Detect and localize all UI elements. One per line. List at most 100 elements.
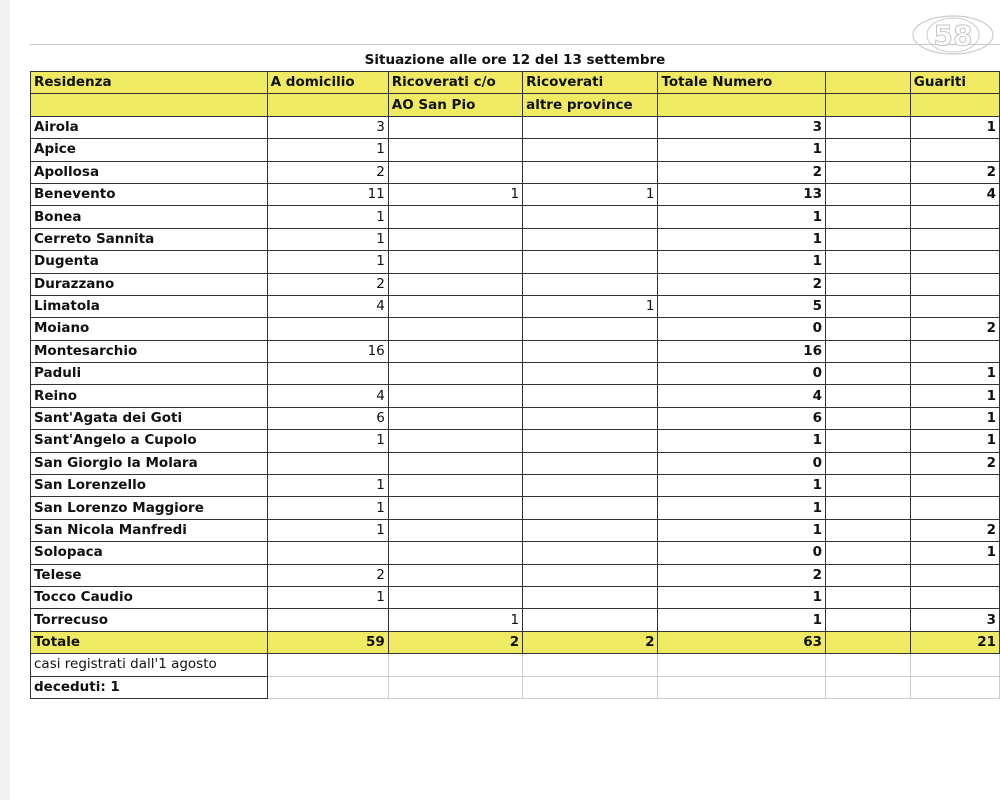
guariti-cell: 1: [909, 541, 1000, 565]
totale-cell: 63: [657, 630, 827, 655]
cell: [266, 93, 389, 117]
guariti-cell: [909, 339, 1000, 364]
covid-cases-table: Situazione alle ore 12 del 13 settembre R…: [30, 50, 1000, 699]
ricoverati-sanpio-cell: [387, 317, 524, 341]
ricoverati-altre-cell: [522, 563, 659, 587]
ricoverati-sanpio-cell: [387, 585, 524, 610]
empty-cell: [522, 675, 659, 699]
domicilio-cell: 2: [266, 563, 389, 587]
table-row: Montesarchio 16 16: [30, 339, 1000, 364]
ricoverati-altre-cell: [522, 272, 659, 296]
table-row: Bonea 1 1: [30, 205, 1000, 229]
domicilio-cell: 1: [266, 585, 389, 610]
ricoverati-sanpio-cell: [387, 541, 524, 565]
table-row: Benevento 11 1 1 13 4: [30, 182, 1000, 207]
empty-cell: [522, 653, 659, 677]
empty-cell: [825, 115, 911, 140]
residenza-cell: Totale: [30, 630, 268, 655]
ricoverati-altre-cell: [522, 317, 659, 341]
residenza-cell: San Lorenzello: [30, 474, 268, 498]
header-row-2: AO San Pio altre province: [30, 93, 1000, 117]
residenza-cell: Bonea: [30, 205, 268, 229]
cell: AO San Pio: [387, 93, 524, 117]
ricoverati-sanpio-cell: [387, 115, 524, 140]
totale-cell: 16: [657, 339, 827, 364]
table-row: San Giorgio la Molara 0 2: [30, 451, 1000, 476]
guariti-cell: [909, 474, 1000, 498]
ricoverati-sanpio-cell: [387, 563, 524, 587]
guariti-cell: 1: [909, 429, 1000, 453]
empty-cell: [825, 250, 911, 274]
residenza-cell: Limatola: [30, 294, 268, 319]
channel-58-logo: 58: [912, 15, 994, 55]
domicilio-cell: 2: [266, 272, 389, 296]
totale-cell: 13: [657, 182, 827, 207]
table-row: Durazzano 2 2: [30, 272, 1000, 296]
totale-cell: 1: [657, 474, 827, 498]
ricoverati-altre-cell: [522, 608, 659, 632]
residenza-cell: Apollosa: [30, 160, 268, 184]
ricoverati-altre-cell: [522, 406, 659, 431]
ricoverati-sanpio-cell: [387, 339, 524, 364]
empty-cell: [266, 653, 389, 677]
empty-cell: [657, 675, 827, 699]
ricoverati-sanpio-cell: [387, 272, 524, 296]
guariti-cell: 2: [909, 518, 1000, 543]
ricoverati-sanpio-cell: 1: [387, 182, 524, 207]
empty-cell: [825, 138, 911, 162]
residenza-cell: Solopaca: [30, 541, 268, 565]
domicilio-cell: [266, 541, 389, 565]
ricoverati-sanpio-cell: 1: [387, 608, 524, 632]
domicilio-cell: 11: [266, 182, 389, 207]
ricoverati-sanpio-cell: [387, 205, 524, 229]
empty-cell: [657, 653, 827, 677]
domicilio-cell: 4: [266, 384, 389, 408]
totale-cell: 2: [657, 272, 827, 296]
residenza-cell: Sant'Angelo a Cupolo: [30, 429, 268, 453]
empty-cell: [825, 518, 911, 543]
ricoverati-sanpio-cell: [387, 384, 524, 408]
cell: Ricoverati: [522, 70, 659, 95]
totale-cell: 1: [657, 138, 827, 162]
totale-cell: 2: [657, 563, 827, 587]
domicilio-cell: [266, 362, 389, 386]
ricoverati-sanpio-cell: [387, 496, 524, 520]
empty-cell: [825, 563, 911, 587]
residenza-cell: Moiano: [30, 317, 268, 341]
empty-cell: [825, 541, 911, 565]
guariti-cell: [909, 250, 1000, 274]
guariti-cell: 2: [909, 317, 1000, 341]
totale-cell: 1: [657, 429, 827, 453]
domicilio-cell: [266, 451, 389, 476]
table-row: Tocco Caudio 1 1: [30, 585, 1000, 610]
footer-note: deceduti: 1: [30, 675, 268, 699]
table-row: Reino 4 4 1: [30, 384, 1000, 408]
residenza-cell: Durazzano: [30, 272, 268, 296]
guariti-cell: 21: [909, 630, 1000, 655]
guariti-cell: 1: [909, 406, 1000, 431]
totale-cell: 0: [657, 317, 827, 341]
guariti-cell: [909, 227, 1000, 252]
table-row: Moiano 0 2: [30, 317, 1000, 341]
ricoverati-sanpio-cell: [387, 451, 524, 476]
totale-cell: 1: [657, 250, 827, 274]
empty-cell: [825, 362, 911, 386]
ricoverati-altre-cell: 2: [522, 630, 659, 655]
empty-cell: [909, 653, 1000, 677]
domicilio-cell: 2: [266, 160, 389, 184]
ricoverati-sanpio-cell: [387, 429, 524, 453]
ricoverati-altre-cell: [522, 474, 659, 498]
ricoverati-altre-cell: 1: [522, 294, 659, 319]
ricoverati-sanpio-cell: [387, 160, 524, 184]
ricoverati-altre-cell: [522, 339, 659, 364]
cell: Totale Numero: [657, 70, 827, 95]
domicilio-cell: 1: [266, 474, 389, 498]
footer-row: casi registrati dall'1 agosto: [30, 653, 1000, 677]
table-row: Sant'Agata dei Goti 6 6 1: [30, 406, 1000, 431]
domicilio-cell: 1: [266, 138, 389, 162]
domicilio-cell: 59: [266, 630, 389, 655]
totale-cell: 1: [657, 608, 827, 632]
ricoverati-sanpio-cell: [387, 294, 524, 319]
empty-cell: [825, 496, 911, 520]
